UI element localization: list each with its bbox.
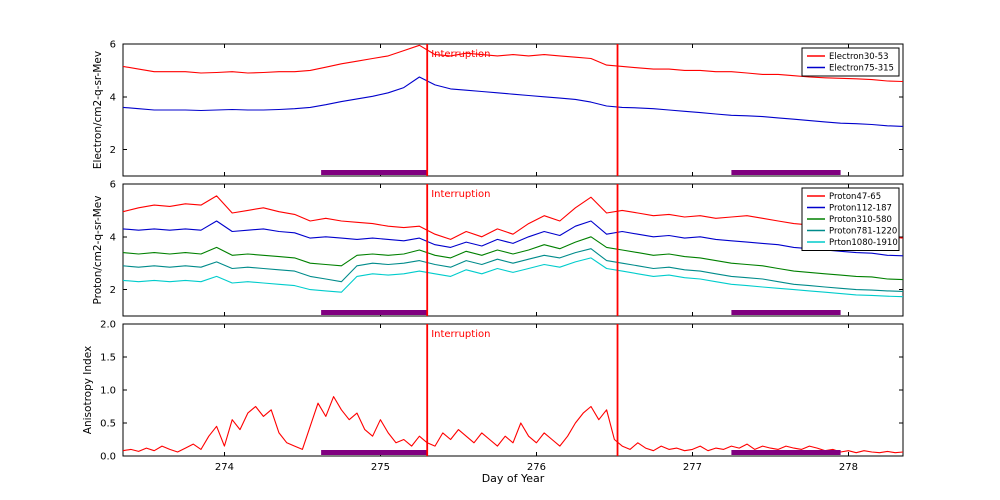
event-bar	[731, 170, 841, 175]
legend-label: Electron75-315	[829, 64, 894, 74]
legend: Electron30-53 Electron75-315	[801, 47, 900, 77]
series-Proton781-1220	[122, 248, 904, 292]
legend-label: Proton47-65	[829, 192, 881, 202]
event-bar	[731, 310, 841, 315]
interruption-label: Interruption	[431, 189, 490, 200]
x-tick-label: 278	[839, 462, 858, 473]
y-tick-label: 1.0	[100, 386, 116, 397]
y-tick-label: 2	[110, 285, 116, 296]
x-tick-label: 277	[683, 462, 702, 473]
interruption-label: Interruption	[431, 329, 490, 340]
series-Electron30-53	[122, 44, 904, 83]
y-tick-label: 0.0	[100, 452, 116, 463]
y-axis-label-anisotropy: Anisotropy Index	[82, 345, 94, 435]
y-tick-label: 6	[110, 180, 116, 191]
axes-frame	[122, 183, 904, 317]
event-bar	[321, 310, 428, 315]
x-tick-label: 275	[371, 462, 390, 473]
y-tick-label: 4	[110, 232, 116, 243]
x-tick-label: 274	[215, 462, 234, 473]
axes-frame	[122, 323, 904, 457]
series-Proton310-580	[122, 236, 904, 281]
y-tick-label: 0.5	[100, 419, 116, 430]
y-tick-label: 2.0	[100, 320, 116, 331]
event-bar	[731, 450, 841, 455]
series-Prton1080-1910	[122, 257, 904, 298]
y-tick-label: 1.5	[100, 353, 116, 364]
y-tick-label: 2	[110, 145, 116, 156]
legend-label: Proton112-187	[829, 204, 892, 214]
legend-label: Electron30-53	[829, 52, 889, 62]
panel-anisotropy: 274 275 276 277 278 0.0 0.5 1.0 1.5 2.0 Interrupti…	[100, 320, 904, 473]
y-axis-label-proton: Proton/cm2-q-sr-Mev	[92, 195, 104, 305]
series-Electron75-315	[122, 76, 904, 127]
interruption-label: Interruption	[431, 49, 490, 60]
x-axis-label: Day of Year	[481, 472, 545, 485]
legend-label: Proton310-580	[829, 215, 892, 225]
series-Proton112-187	[122, 220, 904, 257]
legend-box	[801, 47, 900, 77]
y-tick-label: 4	[110, 92, 116, 103]
legend-label: Prton1080-1910	[829, 238, 898, 248]
y-tick-label: 6	[110, 40, 116, 51]
event-bar	[321, 170, 428, 175]
legend-label: Proton781-1220	[829, 227, 897, 237]
y-axis-label-electron: Electron/cm2-q-sr-Mev	[92, 50, 104, 170]
series-Proton47-65	[122, 195, 904, 240]
series-AnisotropyIndex	[122, 396, 904, 454]
x-tick-label: 276	[527, 462, 546, 473]
panel-electron-flux: 2 4 6 Interruption Electron30-53 Electron75-3…	[110, 40, 904, 177]
event-bar	[321, 450, 428, 455]
